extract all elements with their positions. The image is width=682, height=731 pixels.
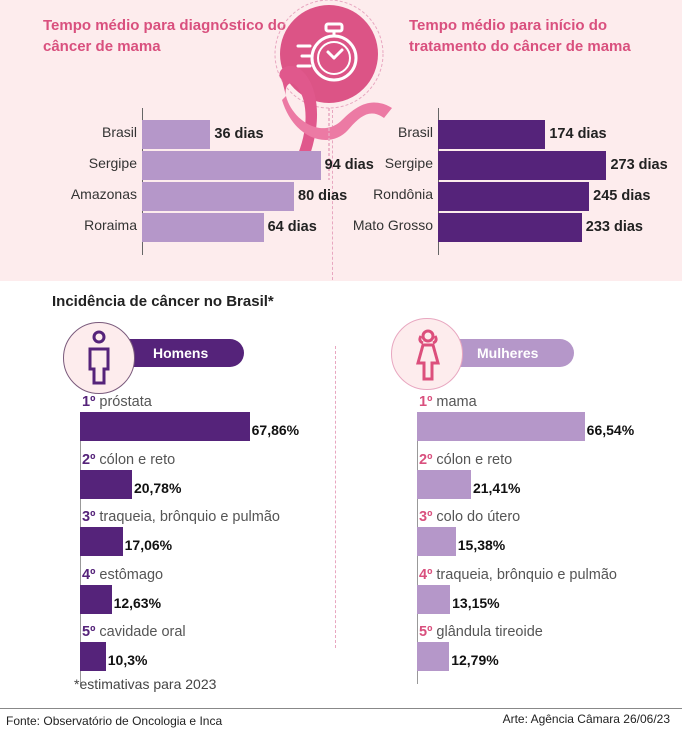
bar xyxy=(80,412,250,441)
rank-label: 2º cólon e reto xyxy=(419,452,512,468)
women-icon-circle xyxy=(391,318,463,390)
bar-value-label: 20,78% xyxy=(133,479,182,496)
bar-value-label: 17,06% xyxy=(124,537,173,553)
woman-icon xyxy=(416,329,440,381)
cancer-type-label: mama xyxy=(432,394,477,410)
bar-value-label: 13,15% xyxy=(452,594,500,611)
bar xyxy=(417,584,451,614)
bar-value-label: 66,54% xyxy=(586,422,635,438)
rank-number: 3º xyxy=(419,509,433,525)
rank-number: 2º xyxy=(82,451,96,468)
rank-number: 3º xyxy=(82,509,96,525)
bar-value-label: 21,41% xyxy=(472,479,521,496)
bar-category-label: Brasil xyxy=(101,124,137,140)
cancer-type-label: glândula tireoide xyxy=(432,624,543,640)
bottom-divider xyxy=(335,346,336,648)
bar xyxy=(80,584,112,614)
rank-number: 4º xyxy=(419,566,433,583)
rank-number: 4º xyxy=(82,566,96,583)
cancer-type-label: traqueia, brônquio e pulmão xyxy=(432,566,617,583)
bar xyxy=(438,120,546,149)
bar xyxy=(417,642,450,671)
rank-number: 5º xyxy=(419,624,433,640)
bar xyxy=(417,469,471,499)
cancer-type-label: traqueia, brônquio e pulmão xyxy=(95,509,280,525)
bar-category-label: Roraima xyxy=(84,217,137,233)
cancer-type-label: estômago xyxy=(95,566,164,583)
bar-value-label: 80 dias xyxy=(298,188,348,204)
rank-label: 4º estômago xyxy=(82,567,163,583)
bar-value-label: 36 dias xyxy=(214,126,264,142)
bar xyxy=(438,213,582,242)
cancer-type-label: colo do útero xyxy=(432,509,521,525)
women-label-pill: Mulheres xyxy=(455,339,574,367)
rank-label: 4º traqueia, brônquio e pulmão xyxy=(419,567,617,583)
chart-axis xyxy=(142,108,143,255)
bar-value-label: 273 dias xyxy=(610,157,668,173)
rank-label: 5º glândula tireoide xyxy=(419,624,543,640)
bar-value-label: 67,86% xyxy=(251,422,300,438)
bar xyxy=(80,642,106,671)
man-icon xyxy=(88,330,110,385)
bar-value-label: 12,79% xyxy=(451,652,499,668)
bar-value-label: 10,3% xyxy=(107,652,148,668)
cancer-type-label: próstata xyxy=(95,394,152,410)
bar-category-label: Sergipe xyxy=(88,155,137,171)
bar xyxy=(438,151,607,180)
bar xyxy=(142,151,321,180)
bar-category-label: Amazonas xyxy=(70,186,137,202)
footer-rule xyxy=(0,708,682,709)
rank-label: 3º traqueia, brônquio e pulmão xyxy=(82,509,280,525)
bar-value-label: 64 dias xyxy=(267,219,317,235)
bar-value-label: 12,63% xyxy=(113,594,162,611)
bar-category-label: Mato Grosso xyxy=(352,217,433,233)
bar xyxy=(142,182,294,211)
bar-value-label: 233 dias xyxy=(585,219,643,235)
estimates-note: *estimativas para 2023 xyxy=(74,676,217,692)
bar xyxy=(417,527,456,556)
bar-value-label: 245 dias xyxy=(593,188,651,204)
credit-text: Arte: Agência Câmara 26/06/23 xyxy=(502,712,670,726)
stopwatch-icon xyxy=(272,0,392,180)
bar-value-label: 15,38% xyxy=(457,537,506,553)
men-label-pill: Homens xyxy=(118,339,244,367)
bar-value-label: 174 dias xyxy=(549,126,607,142)
diagnosis-chart-title: Tempo médio para diagnóstico do câncer d… xyxy=(43,17,287,55)
cancer-type-label: cavidade oral xyxy=(95,624,186,640)
rank-number: 5º xyxy=(82,624,96,640)
source-text: Fonte: Observatório de Oncologia e Inca xyxy=(6,714,223,728)
bar xyxy=(417,412,585,441)
cancer-type-label: cólon e reto xyxy=(432,451,513,468)
rank-label: 2º cólon e reto xyxy=(82,452,175,468)
chart-axis xyxy=(438,108,439,255)
bar-category-label: Rondônia xyxy=(373,186,433,202)
bar xyxy=(80,469,132,499)
top-divider xyxy=(332,110,333,280)
bar xyxy=(80,527,123,556)
bar-category-label: Brasil xyxy=(397,124,433,140)
rank-number: 1º xyxy=(82,394,96,410)
rank-label: 1º mama xyxy=(419,394,477,410)
pink-ribbon-icon xyxy=(279,65,392,178)
incidence-title: Incidência de câncer no Brasil* xyxy=(52,293,274,310)
men-icon-circle xyxy=(63,322,135,394)
rank-number: 2º xyxy=(419,451,433,468)
cancer-type-label: cólon e reto xyxy=(95,451,176,468)
bar xyxy=(438,182,590,211)
rank-label: 1º próstata xyxy=(82,394,152,410)
rank-label: 3º colo do útero xyxy=(419,509,520,525)
treatment-chart-title: Tempo médio para início do tratamento do… xyxy=(409,17,631,55)
rank-number: 1º xyxy=(419,394,433,410)
bar xyxy=(142,120,211,149)
bar xyxy=(142,213,264,242)
bar-category-label: Sergipe xyxy=(384,155,433,171)
rank-label: 5º cavidade oral xyxy=(82,624,186,640)
bar-value-label: 94 dias xyxy=(324,157,374,173)
